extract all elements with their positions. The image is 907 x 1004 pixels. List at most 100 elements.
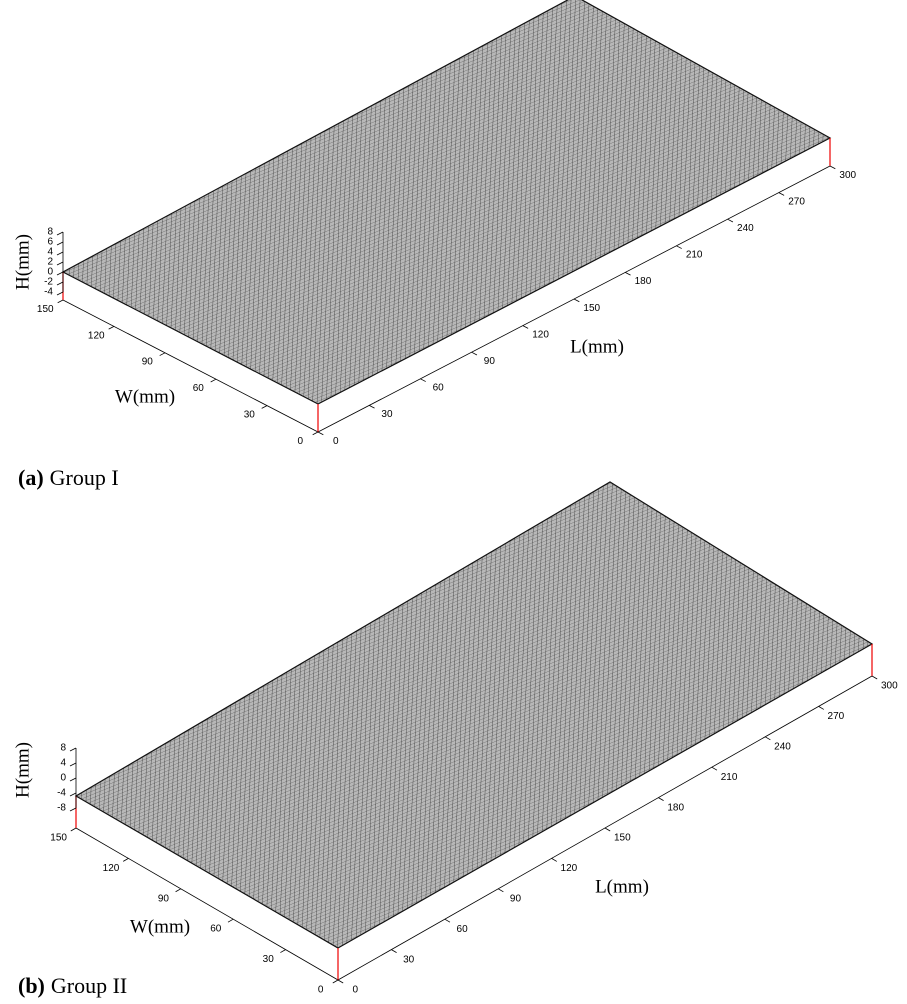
x-tick-label: 150 (583, 303, 600, 314)
z-tick (70, 778, 76, 781)
y-tick (228, 919, 233, 922)
x-tick (420, 379, 425, 382)
x-tick-label: 240 (737, 223, 754, 234)
y-tick-label: 30 (244, 409, 256, 420)
x-tick (318, 432, 323, 435)
y-tick-label: 60 (193, 383, 205, 394)
z-tick-label: 8 (47, 227, 53, 238)
z-axis-label: H(mm) (12, 742, 33, 798)
z-tick-label: -8 (57, 803, 66, 814)
z-tick-label: -4 (57, 788, 66, 799)
x-tick-label: 30 (381, 409, 393, 420)
y-tick-label: 150 (37, 304, 54, 315)
x-tick-label: 210 (686, 250, 703, 261)
z-tick-label: -4 (44, 287, 53, 298)
z-tick (57, 292, 63, 295)
y-tick-label: 150 (50, 833, 67, 844)
y-tick-label: 120 (103, 863, 120, 874)
y-tick (58, 300, 63, 303)
x-tick-label: 270 (828, 711, 845, 722)
x-tick-label: 60 (433, 383, 445, 394)
y-tick (313, 432, 318, 435)
x-tick-label: 270 (788, 196, 805, 207)
y-tick (262, 406, 267, 409)
x-axis-label: L(mm) (570, 336, 624, 357)
x-axis-label: L(mm) (595, 876, 649, 897)
z-tick (70, 748, 76, 751)
y-axis-label: W(mm) (115, 386, 175, 407)
x-tick-label: 180 (635, 276, 652, 287)
caption: (b)Group II (18, 973, 127, 998)
z-tick (57, 232, 63, 235)
x-tick (872, 676, 877, 679)
x-tick (369, 405, 374, 408)
x-tick (498, 889, 503, 892)
panel-label: (a) (18, 465, 44, 490)
z-tick (57, 282, 63, 285)
x-tick (765, 737, 770, 740)
y-tick-label: 0 (297, 436, 303, 447)
panel-label: (b) (18, 973, 45, 998)
x-tick (779, 193, 784, 196)
y-tick-label: 60 (210, 924, 222, 935)
x-tick-label: 120 (561, 863, 578, 874)
y-tick-label: 90 (142, 357, 154, 368)
z-tick (57, 272, 63, 275)
x-tick-label: 240 (774, 741, 791, 752)
z-tick (57, 252, 63, 255)
x-tick-label: 150 (614, 833, 631, 844)
caption: (a)Group I (18, 465, 119, 490)
x-tick (472, 352, 477, 355)
x-tick-label: 180 (667, 802, 684, 813)
figure: 0306090120150180210240270300030609012015… (0, 0, 907, 1004)
x-tick-label: 300 (881, 681, 898, 692)
y-tick (109, 326, 114, 329)
y-axis-label: W(mm) (130, 916, 190, 937)
z-tick (70, 763, 76, 766)
y-tick (333, 980, 338, 983)
x-tick (830, 166, 835, 169)
z-tick (57, 242, 63, 245)
y-tick (123, 858, 128, 861)
x-tick-label: 0 (333, 436, 339, 447)
caption-text: Group I (50, 465, 119, 490)
x-tick (658, 798, 663, 801)
x-tick-label: 0 (353, 985, 359, 996)
y-tick-label: 0 (318, 985, 324, 996)
x-tick (625, 272, 630, 275)
z-tick-label: 0 (60, 773, 66, 784)
z-axis-label: H(mm) (12, 234, 33, 290)
y-tick (280, 950, 285, 953)
y-tick-label: 120 (88, 330, 105, 341)
y-tick (160, 353, 165, 356)
x-tick (445, 919, 450, 922)
x-tick (712, 767, 717, 770)
y-tick (176, 889, 181, 892)
y-tick-label: 90 (158, 893, 170, 904)
surface-plot: 0306090120150180210240270300030609012015… (12, 0, 856, 490)
x-tick-label: 300 (839, 170, 856, 181)
x-tick (391, 950, 396, 953)
caption-text: Group II (51, 973, 127, 998)
x-tick-label: 30 (403, 954, 415, 965)
x-tick (605, 828, 610, 831)
z-tick-label: 0 (47, 267, 53, 278)
surface-mesh (76, 482, 872, 948)
x-tick (676, 246, 681, 249)
x-tick-label: 120 (532, 329, 549, 340)
y-tick (71, 828, 76, 831)
x-tick (728, 219, 733, 222)
x-tick (574, 299, 579, 302)
z-tick (70, 808, 76, 811)
y-tick-label: 30 (263, 954, 275, 965)
z-tick-label: 6 (47, 237, 53, 248)
z-tick-label: 4 (47, 247, 53, 258)
x-tick (552, 858, 557, 861)
z-tick (57, 262, 63, 265)
x-tick-label: 90 (484, 356, 496, 367)
surface-mesh (63, 0, 830, 404)
z-tick-label: 8 (60, 743, 66, 754)
x-tick-label: 90 (510, 893, 522, 904)
z-tick (70, 793, 76, 796)
z-tick-label: 2 (47, 257, 53, 268)
